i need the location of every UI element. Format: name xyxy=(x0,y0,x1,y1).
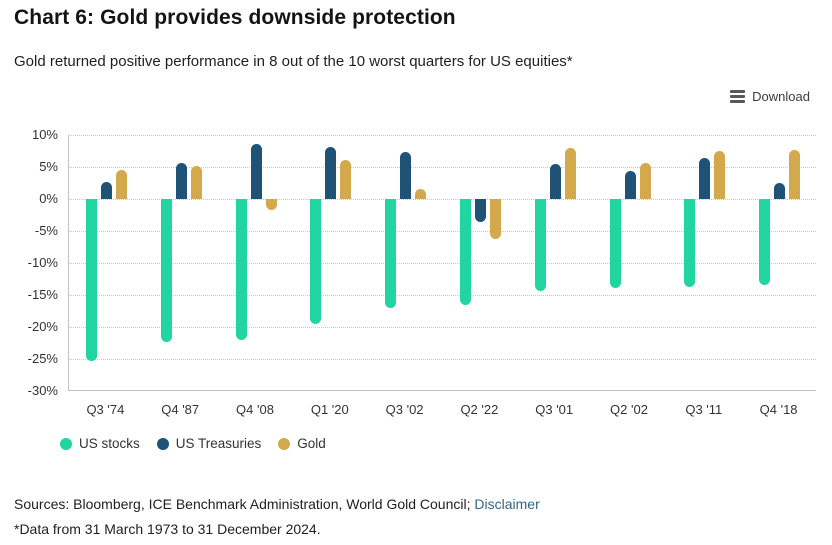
bar-gold[interactable] xyxy=(789,149,801,199)
y-tick-label: -25% xyxy=(27,351,58,366)
bar-us-treasuries[interactable] xyxy=(699,158,711,199)
disclaimer-link[interactable]: Disclaimer xyxy=(474,496,540,512)
bar-us-stocks[interactable] xyxy=(310,199,322,325)
bar-gold[interactable] xyxy=(190,165,202,199)
bar-us-treasuries[interactable] xyxy=(400,151,412,199)
gridline xyxy=(69,135,816,136)
bar-us-treasuries[interactable] xyxy=(474,199,486,223)
bar-us-stocks[interactable] xyxy=(759,199,771,285)
gridline xyxy=(69,167,816,168)
legend-dot-gold xyxy=(278,437,291,450)
y-tick-label: 0% xyxy=(39,191,58,206)
gridline xyxy=(69,327,816,328)
bar-us-stocks[interactable] xyxy=(160,199,172,343)
chart-plot-area xyxy=(68,135,816,391)
y-tick-label: 10% xyxy=(31,127,58,142)
legend-label: US Treasuries xyxy=(175,436,262,451)
legend-item-us-treasuries[interactable]: US Treasuries xyxy=(156,436,262,451)
bar-gold[interactable] xyxy=(340,159,352,199)
legend-item-gold[interactable]: Gold xyxy=(278,436,326,451)
page-title: Chart 6: Gold provides downside protecti… xyxy=(14,6,456,29)
bar-us-stocks[interactable] xyxy=(459,199,471,305)
y-tick-label: 5% xyxy=(39,159,58,174)
gridline xyxy=(69,295,816,296)
bar-us-stocks[interactable] xyxy=(534,199,546,291)
bar-us-treasuries[interactable] xyxy=(175,162,187,199)
bar-us-treasuries[interactable] xyxy=(325,147,337,199)
download-button[interactable]: Download xyxy=(730,89,810,104)
bar-gold[interactable] xyxy=(714,151,726,199)
legend-item-us-stocks[interactable]: US stocks xyxy=(60,436,140,451)
x-axis-label: Q2 '22 xyxy=(460,402,499,417)
bar-gold[interactable] xyxy=(265,199,277,210)
bar-us-treasuries[interactable] xyxy=(549,163,561,199)
x-axis-label: Q4 '87 xyxy=(161,402,200,417)
x-axis-label: Q4 '18 xyxy=(759,402,798,417)
x-axis-label: Q3 '01 xyxy=(535,402,574,417)
y-tick-label: -20% xyxy=(27,319,58,334)
bar-gold[interactable] xyxy=(489,199,501,240)
sources-label: Sources: Bloomberg, ICE Benchmark Admini… xyxy=(14,496,471,512)
y-tick-label: -10% xyxy=(27,255,58,270)
x-axis-label: Q3 '11 xyxy=(685,402,723,417)
x-axis-label: Q3 '74 xyxy=(86,402,125,417)
bar-gold[interactable] xyxy=(115,169,127,199)
chart-legend: US stocks US Treasuries Gold xyxy=(60,436,326,451)
x-axis-label: Q2 '02 xyxy=(610,402,648,417)
legend-dot-us-stocks xyxy=(60,437,72,450)
bar-us-stocks[interactable] xyxy=(85,199,97,361)
x-axis-label: Q3 '02 xyxy=(385,402,424,417)
footnote-text: *Data from 31 March 1973 to 31 December … xyxy=(14,521,321,537)
bar-gold[interactable] xyxy=(639,163,651,199)
gridline xyxy=(69,263,816,264)
hamburger-icon xyxy=(730,90,746,103)
bar-us-treasuries[interactable] xyxy=(250,143,262,199)
download-label: Download xyxy=(752,89,810,104)
y-tick-label: -15% xyxy=(27,287,58,302)
y-tick-label: -30% xyxy=(27,383,58,398)
x-axis-label: Q1 '20 xyxy=(310,402,349,417)
bar-us-stocks[interactable] xyxy=(235,199,247,340)
bar-us-treasuries[interactable] xyxy=(774,183,786,199)
bar-gold[interactable] xyxy=(564,147,576,199)
bar-us-stocks[interactable] xyxy=(385,199,397,309)
gridline xyxy=(69,199,816,200)
bar-us-treasuries[interactable] xyxy=(624,171,636,199)
bar-us-stocks[interactable] xyxy=(684,199,696,288)
legend-dot-us-treasuries xyxy=(156,437,169,450)
bar-us-stocks[interactable] xyxy=(609,199,621,288)
gridline xyxy=(69,359,816,360)
chart-subtitle: Gold returned positive performance in 8 … xyxy=(14,53,573,70)
legend-label: Gold xyxy=(297,436,326,451)
y-tick-label: -5% xyxy=(34,223,58,238)
x-axis-label: Q4 '08 xyxy=(236,402,274,417)
sources-text: Sources: Bloomberg, ICE Benchmark Admini… xyxy=(14,496,540,512)
bar-gold[interactable] xyxy=(415,189,427,199)
legend-label: US stocks xyxy=(79,436,140,451)
gridline xyxy=(69,231,816,232)
bar-us-treasuries[interactable] xyxy=(100,182,112,199)
